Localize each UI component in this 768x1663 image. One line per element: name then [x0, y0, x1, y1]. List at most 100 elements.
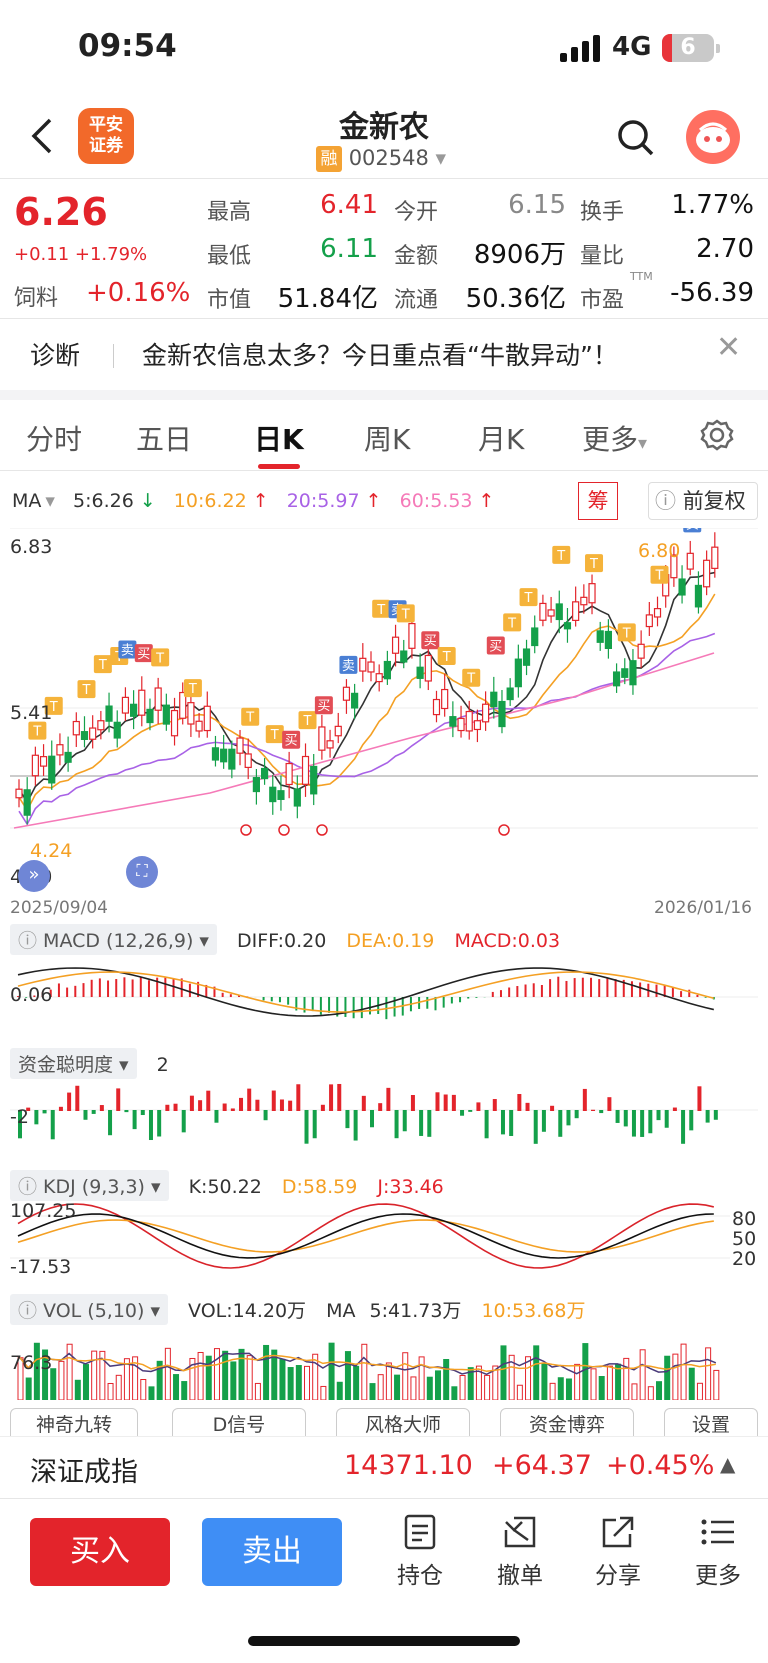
signal-label: 卖: [686, 528, 699, 532]
fund-bar: [394, 1110, 399, 1139]
date-end: 2026/01/16: [654, 898, 752, 918]
macd-chart[interactable]: [10, 952, 758, 1042]
sell-button[interactable]: 卖出: [202, 1518, 342, 1586]
fund-bar: [713, 1110, 718, 1120]
tab-daily-k[interactable]: 日K: [254, 423, 304, 456]
signal-label: T: [32, 725, 41, 740]
fund-bar: [672, 1107, 677, 1111]
float-label: 流通: [394, 288, 439, 313]
fund-bar: [517, 1094, 522, 1111]
vol-bar: [213, 1348, 220, 1400]
sector-label[interactable]: 饲料: [14, 286, 59, 311]
kline-high-mark: 6.80: [638, 540, 681, 562]
vol-bar: [410, 1376, 417, 1400]
more-button[interactable]: 更多: [678, 1512, 758, 1590]
diagnosis-label[interactable]: 诊断: [30, 341, 81, 370]
fund-bar: [320, 1104, 325, 1111]
vol-bar: [598, 1376, 605, 1400]
candle-body: [130, 703, 138, 717]
mktcap-label: 市值: [207, 288, 252, 313]
pe-ttm-label: TTM: [630, 270, 653, 283]
event-marker: [498, 824, 510, 836]
event-marker: [240, 824, 252, 836]
close-icon[interactable]: ✕: [716, 330, 742, 365]
fund-bar: [116, 1088, 121, 1111]
vol-bar: [205, 1355, 212, 1400]
tab-intraday[interactable]: 分时: [26, 423, 83, 456]
signal-label: T: [49, 700, 58, 715]
fund-bar: [312, 1110, 317, 1139]
network-label: 4G: [612, 32, 652, 62]
gear-icon[interactable]: [700, 418, 734, 452]
candle-body: [277, 790, 285, 800]
chip-distribution-button[interactable]: 筹: [578, 482, 618, 520]
vol-bar: [385, 1362, 392, 1400]
kdj-selector[interactable]: ⓘ KDJ (9,3,3) ▾: [10, 1170, 169, 1201]
ma-selector[interactable]: MA ▾: [12, 490, 55, 512]
tab-monthly-k[interactable]: 月K: [478, 423, 525, 456]
vol-bar: [115, 1374, 122, 1400]
chevron-up-icon[interactable]: ▲: [720, 1452, 736, 1476]
candle-body: [236, 737, 244, 754]
macd-selector[interactable]: ⓘ MACD (12,26,9) ▾: [10, 924, 217, 955]
kdj-header: ⓘ KDJ (9,3,3) ▾ K:50.22 D:58.59 J:33.46: [10, 1170, 444, 1201]
stock-code-row[interactable]: 融 002548 ▾: [316, 146, 446, 176]
fund-chart[interactable]: [10, 1074, 758, 1154]
diagnosis-text[interactable]: 金新农信息太多？今日重点看“牛散异动”！: [142, 341, 618, 370]
candle-body: [260, 767, 269, 780]
tab-more[interactable]: 更多▾: [582, 423, 648, 456]
vol-bar: [426, 1376, 433, 1400]
fund-selector[interactable]: 资金聪明度 ▾: [10, 1048, 137, 1079]
signal-marker: [151, 648, 170, 667]
index-bar[interactable]: [0, 1436, 768, 1496]
signal-label: T: [442, 650, 451, 665]
vol-chart[interactable]: [10, 1320, 758, 1400]
fund-bar: [304, 1110, 309, 1144]
tab-five-day[interactable]: 五日: [136, 423, 193, 456]
back-icon[interactable]: [28, 116, 58, 156]
fullscreen-icon[interactable]: ⛶: [126, 856, 158, 888]
kdj-chart[interactable]: [10, 1196, 758, 1282]
tab-weekly-k[interactable]: 周K: [364, 423, 411, 456]
vol-bar: [475, 1365, 482, 1400]
vol-bar: [254, 1382, 261, 1400]
expand-left-icon[interactable]: »: [18, 860, 50, 892]
fund-bar: [484, 1110, 489, 1139]
fund-bar: [541, 1110, 546, 1132]
fund-bar: [631, 1110, 636, 1137]
signal-label: T: [401, 607, 410, 622]
signal-marker: [77, 680, 96, 699]
fund-bar: [181, 1110, 186, 1133]
candle-body: [72, 720, 80, 736]
vol-bar: [525, 1356, 532, 1400]
amount-value: 8906万: [473, 240, 566, 270]
search-icon[interactable]: [616, 118, 656, 158]
vol-selector[interactable]: ⓘ VOL (5,10) ▾: [10, 1294, 168, 1325]
event-marker: [316, 824, 328, 836]
vol-bar: [42, 1349, 49, 1400]
holdings-button[interactable]: 持仓: [380, 1512, 460, 1590]
fund-bar: [189, 1095, 194, 1111]
vol-bar: [713, 1369, 720, 1400]
kline-chart[interactable]: TTTTT卖买TTTT买T买卖T卖T买TT买TTTTTT卖买: [10, 528, 758, 890]
signal-marker: [462, 668, 481, 687]
adjust-mode-button[interactable]: ⓘ 前复权: [648, 482, 758, 520]
cancel-order-button[interactable]: 撤单: [480, 1512, 560, 1590]
vol-bar: [91, 1350, 98, 1400]
fund-bar: [148, 1110, 153, 1141]
candle-body: [334, 725, 342, 737]
assistant-avatar[interactable]: [686, 110, 740, 164]
fund-bar: [173, 1103, 178, 1111]
fund-bar: [648, 1110, 653, 1134]
fund-bar: [108, 1110, 113, 1136]
candle-body: [604, 630, 612, 650]
index-pct: +0.45%: [606, 1450, 715, 1481]
candle-body: [572, 601, 580, 621]
vol-bar: [394, 1374, 401, 1400]
vol-ratio-label: 量比: [580, 244, 625, 269]
share-button[interactable]: 分享: [578, 1512, 658, 1590]
fund-bar: [558, 1110, 563, 1137]
buy-button[interactable]: 买入: [30, 1518, 170, 1586]
vol-bar: [33, 1342, 40, 1400]
candle-body: [432, 698, 441, 716]
